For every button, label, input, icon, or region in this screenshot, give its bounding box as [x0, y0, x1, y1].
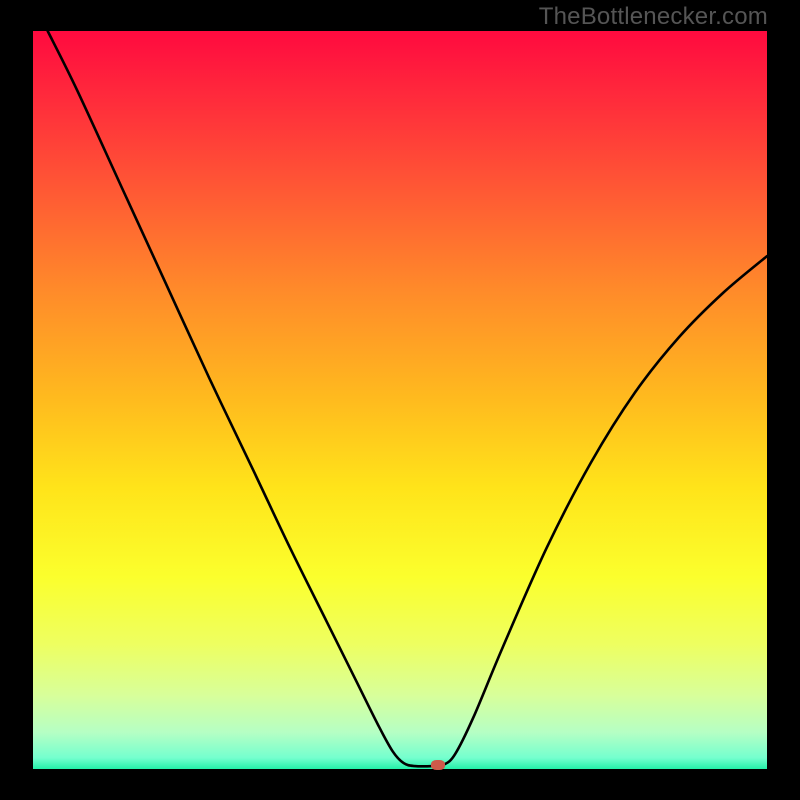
chart-frame: TheBottlenecker.com	[0, 0, 800, 800]
watermark-text: TheBottlenecker.com	[539, 3, 768, 31]
minimum-marker	[431, 760, 445, 770]
bottleneck-curve-path	[48, 31, 767, 766]
plot-svg	[0, 0, 800, 800]
